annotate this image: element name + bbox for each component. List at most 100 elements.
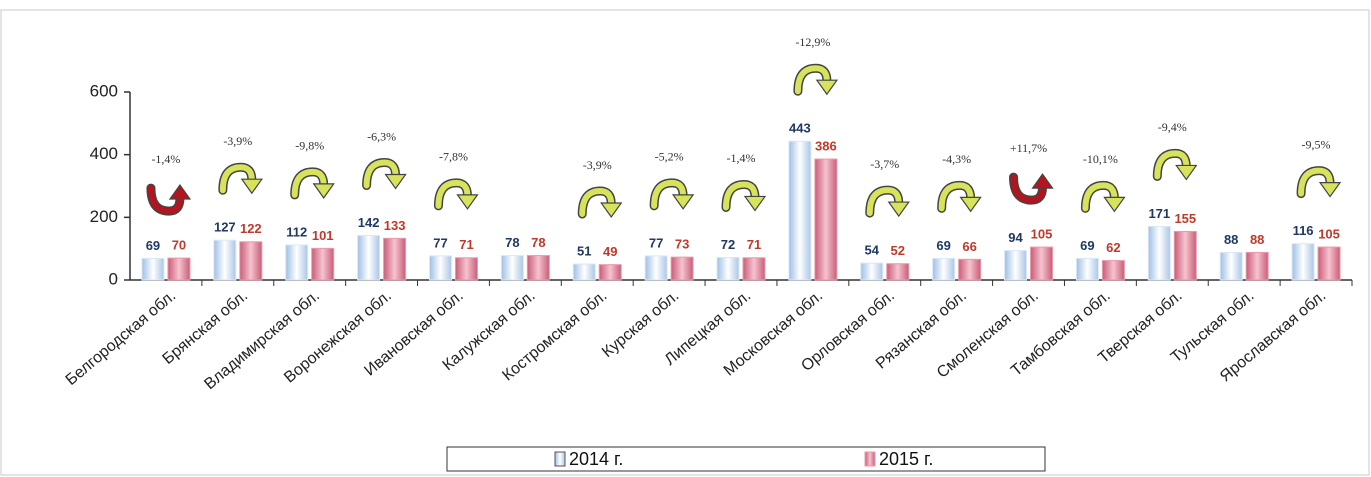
bar bbox=[500, 255, 524, 281]
bar bbox=[670, 256, 694, 281]
arrow-head bbox=[384, 173, 407, 190]
legend-swatch bbox=[864, 451, 876, 467]
value-label: 71 bbox=[747, 237, 761, 252]
arrow-head bbox=[887, 201, 910, 218]
arrow-body bbox=[723, 181, 758, 211]
arrow-body bbox=[794, 65, 830, 95]
arrow-body bbox=[1082, 182, 1118, 212]
value-label: 116 bbox=[1293, 223, 1314, 238]
legend-swatch bbox=[554, 451, 566, 467]
arrow-head bbox=[1175, 164, 1198, 181]
bar bbox=[1317, 246, 1341, 281]
bar bbox=[311, 247, 335, 281]
value-label: 105 bbox=[1318, 227, 1340, 242]
annotation: -7,8% bbox=[439, 150, 468, 164]
value-label: 122 bbox=[240, 221, 262, 236]
value-label: 88 bbox=[1224, 232, 1238, 247]
value-label: 78 bbox=[531, 235, 545, 250]
value-label: 88 bbox=[1250, 232, 1264, 247]
value-label: 105 bbox=[1031, 227, 1053, 242]
bar bbox=[1101, 260, 1125, 281]
arrow-body bbox=[1298, 167, 1334, 197]
value-label: 66 bbox=[962, 239, 976, 254]
annotation: -10,1% bbox=[1083, 152, 1118, 166]
change-arrow bbox=[649, 178, 695, 211]
bar bbox=[1147, 225, 1171, 281]
value-label: 69 bbox=[1080, 238, 1094, 253]
annotation: -5,2% bbox=[655, 150, 684, 164]
bar bbox=[428, 255, 452, 281]
arrow-head bbox=[312, 183, 335, 199]
value-label: 54 bbox=[865, 243, 880, 258]
value-label: 73 bbox=[675, 237, 689, 252]
value-label: 386 bbox=[815, 138, 837, 153]
bar bbox=[860, 262, 884, 281]
arrow-head bbox=[600, 202, 623, 219]
annotation: -1,4% bbox=[151, 152, 180, 166]
bar bbox=[886, 263, 910, 281]
value-label: 142 bbox=[358, 215, 380, 230]
value-label: 127 bbox=[214, 220, 236, 235]
bar bbox=[1030, 246, 1054, 281]
arrow-head bbox=[456, 194, 479, 210]
value-label: 52 bbox=[891, 243, 905, 258]
arrow-head bbox=[1031, 173, 1054, 189]
change-arrow bbox=[362, 158, 407, 191]
arrow-head bbox=[815, 79, 839, 96]
y-tick-label: 200 bbox=[90, 207, 118, 226]
value-label: 94 bbox=[1008, 230, 1023, 245]
arrow-head bbox=[743, 195, 767, 212]
arrow-head bbox=[1103, 196, 1126, 213]
legend-box bbox=[446, 446, 1046, 472]
bar bbox=[598, 264, 622, 281]
value-label: 155 bbox=[1174, 211, 1196, 226]
y-tick-label: 0 bbox=[109, 269, 118, 288]
annotation: -12,9% bbox=[795, 35, 830, 49]
legend-label: 2014 г. bbox=[569, 449, 623, 469]
value-label: 51 bbox=[577, 243, 591, 258]
bar bbox=[932, 257, 956, 281]
bar bbox=[454, 257, 478, 281]
bar bbox=[357, 235, 381, 281]
value-label: 443 bbox=[789, 121, 811, 136]
change-arrow bbox=[1152, 148, 1198, 181]
change-arrow bbox=[146, 183, 192, 216]
bar bbox=[526, 255, 550, 281]
x-tick-label: Владимирская обл. bbox=[201, 287, 323, 393]
change-arrow bbox=[1009, 172, 1054, 205]
change-arrow bbox=[577, 186, 623, 219]
bar bbox=[958, 258, 982, 281]
bar bbox=[572, 263, 596, 281]
arrow-head bbox=[240, 178, 263, 195]
value-label: 112 bbox=[286, 224, 307, 239]
value-label: 77 bbox=[433, 235, 447, 250]
annotation: -9,8% bbox=[295, 139, 324, 153]
bar bbox=[1004, 250, 1028, 281]
value-label: 49 bbox=[603, 244, 617, 259]
bar bbox=[742, 257, 766, 281]
value-label: 69 bbox=[146, 238, 160, 253]
bar bbox=[716, 256, 740, 281]
change-arrow bbox=[721, 179, 767, 212]
arrow-body bbox=[1010, 174, 1046, 204]
change-arrow bbox=[937, 180, 982, 213]
annotation: -9,4% bbox=[1158, 120, 1187, 134]
y-tick-label: 400 bbox=[90, 144, 118, 163]
arrow-body bbox=[291, 168, 327, 198]
change-arrow bbox=[1296, 166, 1342, 199]
annotation: -3,9% bbox=[583, 158, 612, 172]
bar bbox=[1291, 243, 1315, 281]
arrow-head bbox=[1318, 182, 1342, 198]
bar bbox=[383, 237, 407, 281]
change-arrow bbox=[218, 162, 263, 195]
annotation: -4,3% bbox=[942, 152, 971, 166]
bar bbox=[285, 244, 309, 281]
value-label: 71 bbox=[459, 237, 473, 252]
annotation: -1,4% bbox=[727, 151, 756, 165]
bar bbox=[1075, 257, 1099, 281]
bar bbox=[644, 255, 668, 281]
arrow-body bbox=[651, 179, 687, 209]
value-label: 171 bbox=[1148, 206, 1170, 221]
arrow-head bbox=[168, 184, 192, 200]
